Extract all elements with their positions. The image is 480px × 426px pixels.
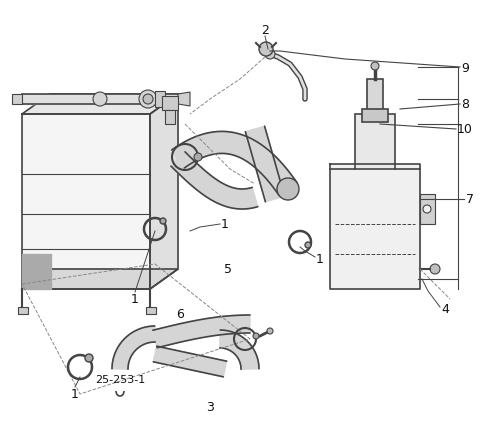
Text: 25-253-1: 25-253-1 [95, 374, 145, 384]
Circle shape [93, 93, 107, 107]
Text: 9: 9 [461, 61, 469, 74]
Polygon shape [22, 269, 178, 289]
Polygon shape [162, 97, 178, 111]
Circle shape [143, 95, 153, 105]
Polygon shape [42, 263, 51, 271]
Text: 1: 1 [131, 293, 139, 306]
Polygon shape [42, 272, 51, 280]
Polygon shape [172, 132, 297, 196]
Polygon shape [362, 110, 388, 123]
Text: 1: 1 [316, 253, 324, 266]
Polygon shape [32, 281, 41, 289]
Circle shape [430, 265, 440, 274]
Text: 10: 10 [457, 123, 473, 136]
Polygon shape [420, 195, 435, 225]
Circle shape [259, 43, 273, 57]
Polygon shape [153, 346, 227, 377]
Polygon shape [245, 127, 285, 202]
Circle shape [253, 333, 259, 339]
Polygon shape [146, 307, 156, 314]
Polygon shape [22, 95, 178, 105]
Circle shape [423, 205, 431, 213]
Text: 7: 7 [466, 193, 474, 206]
Polygon shape [22, 263, 31, 271]
Polygon shape [171, 153, 258, 210]
Polygon shape [32, 254, 41, 262]
Circle shape [277, 178, 299, 201]
Circle shape [305, 242, 311, 248]
Text: 6: 6 [176, 308, 184, 321]
Polygon shape [12, 95, 22, 105]
Text: 1: 1 [71, 388, 79, 400]
Polygon shape [165, 111, 175, 125]
Polygon shape [22, 281, 31, 289]
Polygon shape [367, 80, 383, 120]
Text: 5: 5 [224, 263, 232, 276]
Text: 1: 1 [221, 218, 229, 231]
Circle shape [265, 50, 275, 60]
Polygon shape [112, 326, 155, 369]
Polygon shape [42, 254, 51, 262]
Polygon shape [18, 307, 28, 314]
Polygon shape [220, 330, 259, 369]
Polygon shape [355, 115, 395, 170]
Text: 2: 2 [261, 23, 269, 36]
Polygon shape [150, 95, 178, 289]
Circle shape [194, 154, 202, 161]
Polygon shape [178, 93, 190, 107]
Polygon shape [22, 95, 178, 115]
Polygon shape [22, 115, 150, 289]
Text: 4: 4 [441, 303, 449, 316]
Circle shape [371, 63, 379, 71]
Circle shape [139, 91, 157, 109]
Polygon shape [330, 164, 420, 289]
Polygon shape [22, 254, 31, 262]
Polygon shape [155, 92, 165, 108]
Text: 8: 8 [461, 98, 469, 111]
Polygon shape [153, 315, 250, 348]
Circle shape [267, 328, 273, 334]
Polygon shape [22, 272, 31, 280]
Polygon shape [32, 263, 41, 271]
Circle shape [85, 354, 93, 362]
Polygon shape [42, 281, 51, 289]
Text: 3: 3 [206, 400, 214, 414]
Polygon shape [32, 272, 41, 280]
Circle shape [160, 219, 166, 225]
